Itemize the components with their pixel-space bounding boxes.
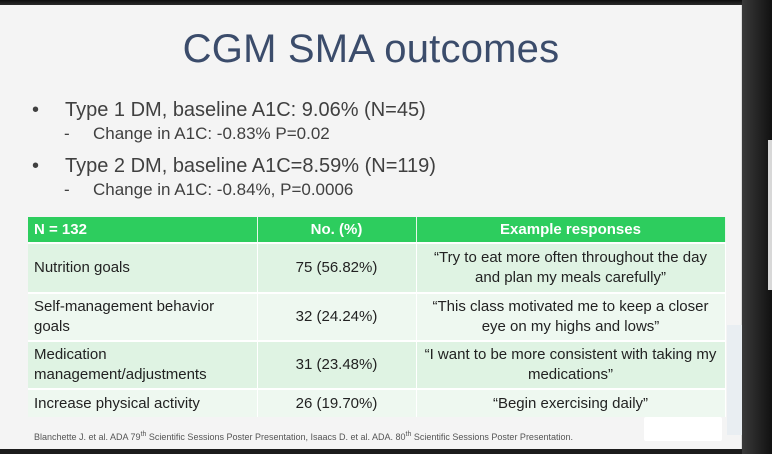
table-header-row: N = 132 No. (%) Example responses — [28, 217, 726, 243]
bullet-dot-icon: • — [32, 155, 40, 177]
row-response: “I want to be more consistent with takin… — [416, 340, 726, 389]
row-count: 26 (19.70%) — [257, 388, 417, 417]
overlay-patch — [644, 417, 722, 441]
sub-bullet-text: Change in A1C: -0.84%, P=0.0006 — [93, 180, 354, 199]
citation-sup: th — [405, 431, 412, 438]
sub-bullet-type1: - Change in A1C: -0.83% P=0.02 — [32, 123, 712, 145]
citation-part: Scientific Sessions Poster Presentation. — [411, 432, 573, 442]
bullet-type2: • Type 2 DM, baseline A1C=8.59% (N=119) — [32, 153, 712, 179]
row-response: “Begin exercising daily” — [416, 388, 726, 417]
bullet-type1: • Type 1 DM, baseline A1C: 9.06% (N=45) — [32, 97, 712, 123]
header-n: N = 132 — [28, 217, 258, 243]
row-response: “Try to eat more often throughout the da… — [416, 242, 726, 293]
bullet-text: Type 2 DM, baseline A1C=8.59% (N=119) — [65, 155, 436, 177]
outcomes-table: N = 132 No. (%) Example responses Nutrit… — [28, 217, 726, 417]
sub-bullet-text: Change in A1C: -0.83% P=0.02 — [93, 124, 330, 143]
row-count: 75 (56.82%) — [257, 242, 417, 293]
citation-part: Blanchette J. et al. ADA 79 — [34, 432, 141, 442]
header-responses: Example responses — [416, 217, 726, 243]
window-edge — [742, 0, 772, 454]
citation-part: Scientific Sessions Poster Presentation,… — [146, 432, 406, 442]
row-count: 32 (24.24%) — [257, 292, 417, 341]
dash-icon: - — [64, 124, 70, 143]
sub-bullet-type2: - Change in A1C: -0.84%, P=0.0006 — [32, 179, 712, 201]
overlay-panel — [727, 325, 742, 435]
citation-sup: th — [140, 431, 147, 438]
citation-footnote: Blanchette J. et al. ADA 79th Scientific… — [34, 431, 573, 442]
row-category: Increase physical activity — [28, 388, 258, 417]
slide: CGM SMA outcomes • Type 1 DM, baseline A… — [0, 5, 742, 449]
bullet-dot-icon: • — [32, 99, 40, 121]
bullet-list: • Type 1 DM, baseline A1C: 9.06% (N=45) … — [32, 97, 712, 209]
row-category: Self-management behavior goals — [28, 292, 258, 341]
table-row: Medication management/adjustments 31 (23… — [28, 340, 726, 389]
edge-highlight — [768, 140, 772, 290]
row-count: 31 (23.48%) — [257, 340, 417, 389]
row-category: Nutrition goals — [28, 242, 258, 293]
top-strip — [0, 0, 772, 5]
dash-icon: - — [64, 180, 70, 199]
table-row: Self-management behavior goals 32 (24.24… — [28, 292, 726, 341]
row-response: “This class motivated me to keep a close… — [416, 292, 726, 341]
header-count: No. (%) — [257, 217, 417, 243]
table-row: Nutrition goals 75 (56.82%) “Try to eat … — [28, 242, 726, 293]
slide-title: CGM SMA outcomes — [182, 27, 560, 71]
bullet-text: Type 1 DM, baseline A1C: 9.06% (N=45) — [65, 99, 426, 121]
table-row: Increase physical activity 26 (19.70%) “… — [28, 388, 726, 417]
row-category: Medication management/adjustments — [28, 340, 258, 389]
